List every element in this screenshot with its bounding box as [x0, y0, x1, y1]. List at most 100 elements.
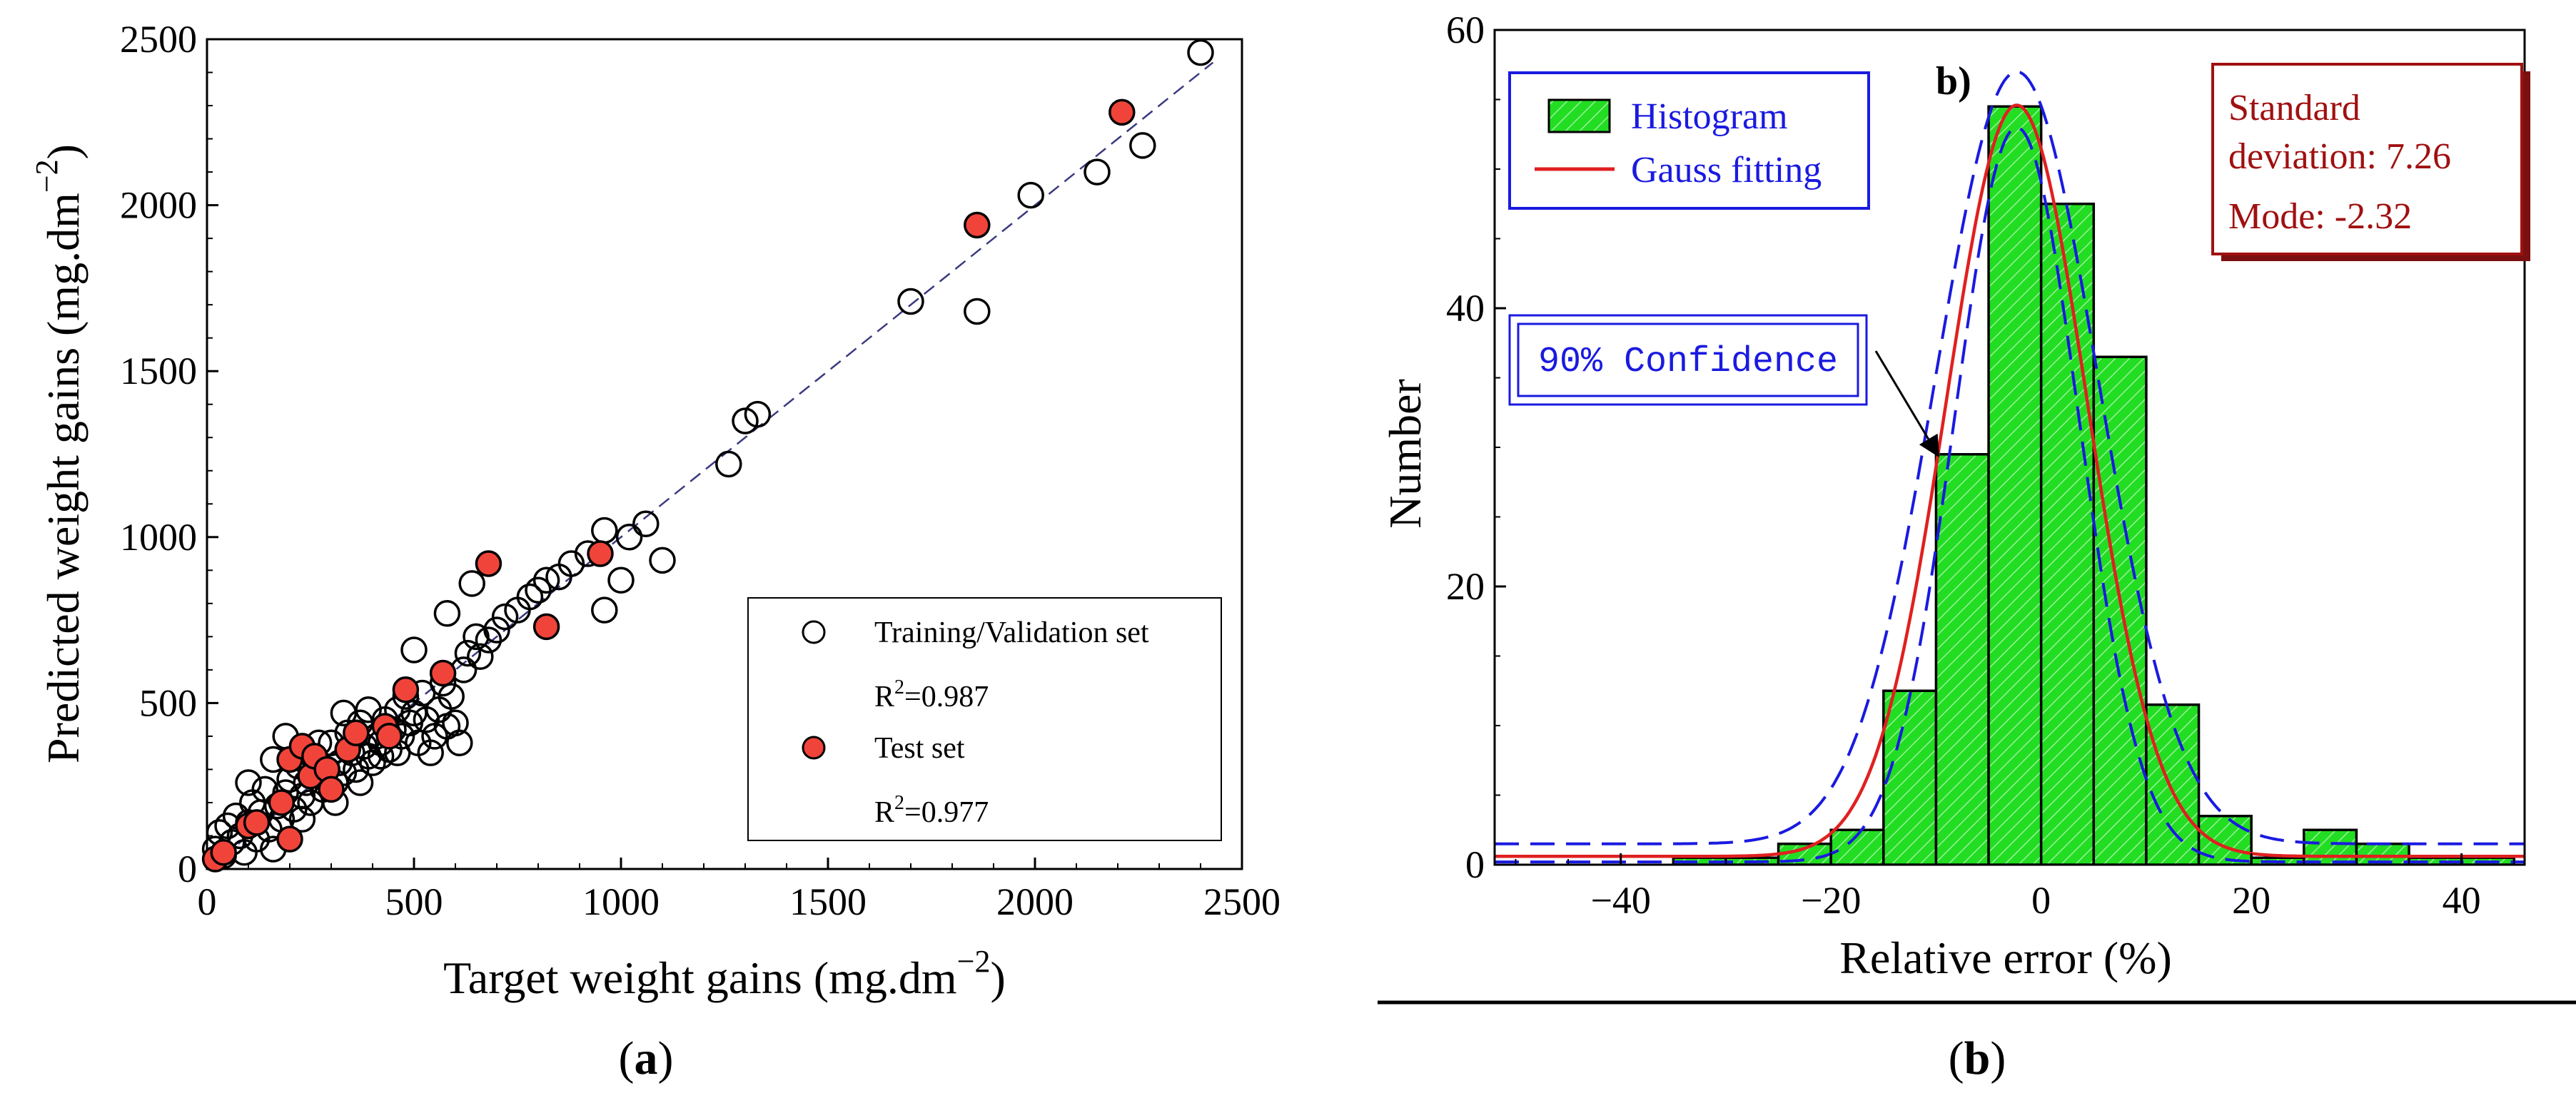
training-point — [458, 570, 485, 597]
test-point — [532, 613, 560, 641]
r2-value: =0.987 — [904, 681, 989, 713]
plot-a-frame — [206, 38, 1243, 870]
training-point — [467, 643, 494, 671]
caption-b-letter: b — [1964, 1032, 1991, 1084]
training-point — [438, 683, 465, 710]
r2-sup: 2 — [894, 792, 904, 814]
panel-a: 0 500 1000 1500 2000 2500 0 500 1000 1500 2000 2500… — [29, 18, 1281, 1084]
legend-test-marker — [802, 736, 826, 760]
test-point — [318, 776, 345, 803]
histogram-bar — [2303, 828, 2358, 865]
stats-box: Standard deviation: 7.26 Mode: -2.32 — [2211, 63, 2530, 261]
training-point — [454, 639, 482, 667]
x-tick-label-a: 2500 — [1203, 880, 1281, 923]
legend-training-marker — [802, 620, 826, 644]
legend-b-frame — [1508, 71, 1870, 210]
training-point — [964, 298, 991, 325]
confidence-inner-curve — [1495, 126, 2525, 864]
legend-a: Training/Validation set R2=0.987 Test se… — [747, 597, 1222, 841]
training-point — [463, 623, 490, 651]
test-point — [243, 809, 271, 836]
training-point — [446, 729, 473, 756]
histogram-bar — [2039, 203, 2096, 865]
test-point — [429, 659, 457, 687]
y-axis-label-b: Number — [1380, 379, 1430, 529]
r2-prefix: R — [874, 681, 894, 713]
test-point — [964, 211, 991, 239]
histogram-bar — [1882, 689, 1938, 865]
plot-b-ticks: −40 −20 0 20 40 0 20 40 60 — [1446, 9, 2515, 922]
training-point — [744, 400, 772, 428]
legend-histogram-swatch — [1547, 98, 1611, 133]
training-point — [897, 288, 924, 315]
r2-prefix: R — [874, 796, 894, 829]
training-point — [632, 510, 660, 537]
y-tick-label-a: 1500 — [120, 350, 197, 392]
panel-b-subtitle: b) — [1936, 59, 1971, 103]
training-point — [1129, 132, 1156, 159]
x-axis-label-a: Target weight gains (mg.dm−2) — [443, 944, 1006, 1003]
r2-sup: 2 — [894, 676, 904, 698]
x-tick-label-a: 500 — [385, 880, 443, 923]
x-tick-label-b: 20 — [2232, 879, 2271, 922]
legend-b: Histogram Gauss fitting — [1508, 71, 1870, 210]
ylabel-main: Predicted weight gains (mg.dm — [38, 193, 89, 763]
test-points — [201, 98, 1136, 873]
test-point — [343, 719, 370, 747]
xlabel-end: ) — [991, 952, 1006, 1003]
x-tick-label-a: 0 — [198, 880, 217, 923]
legend-gauss-label: Gauss fitting — [1631, 150, 1822, 190]
training-point — [400, 636, 428, 664]
confidence-box-outer — [1508, 314, 1868, 406]
legend-histogram-label: Histogram — [1631, 96, 1788, 137]
ylabel-sup: −2 — [29, 159, 64, 193]
test-point — [375, 723, 403, 750]
stats-box-frame — [2211, 63, 2523, 255]
training-point — [715, 450, 742, 478]
training-point — [591, 517, 618, 544]
legend-training-r2: R2=0.987 — [874, 676, 989, 713]
xlabel-main: Target weight gains (mg.dm — [443, 952, 957, 1003]
y-tick-label-b: 60 — [1446, 9, 1485, 51]
y-tick-label-b: 40 — [1446, 287, 1485, 330]
confidence-arrow — [1874, 350, 1940, 458]
y-tick-label-b: 0 — [1465, 843, 1485, 886]
test-point — [587, 540, 614, 567]
training-point — [516, 583, 544, 611]
test-point — [268, 789, 296, 816]
x-axis-label-b: Relative error (%) — [1839, 932, 2172, 983]
stats-line-2: deviation: 7.26 — [2228, 136, 2451, 177]
training-point — [346, 769, 374, 796]
legend-a-frame — [747, 597, 1222, 841]
training-point — [649, 547, 676, 574]
training-point — [532, 566, 560, 594]
x-tick-label-b: −20 — [1801, 879, 1861, 922]
training-point — [607, 566, 635, 594]
ylabel-end: ) — [38, 144, 89, 159]
stats-line-1: Standard — [2228, 88, 2360, 128]
confidence-box-inner — [1517, 322, 1859, 397]
training-point — [1187, 39, 1214, 66]
y-tick-label-a: 1000 — [120, 516, 197, 559]
training-point — [288, 805, 316, 833]
r2-value: =0.977 — [904, 796, 989, 829]
y-tick-label-a: 0 — [178, 848, 197, 890]
confidence-outer-curve — [1495, 70, 2525, 845]
training-point — [355, 696, 382, 723]
stats-line-3: Mode: -2.32 — [2228, 196, 2412, 237]
test-point — [392, 676, 420, 703]
training-point — [1017, 181, 1044, 209]
legend-training-label: Training/Validation set — [874, 616, 1149, 649]
caption-a: (a) — [619, 1032, 674, 1084]
test-point — [210, 838, 237, 866]
x-tick-label-b: 0 — [2031, 879, 2051, 922]
training-point — [491, 603, 519, 631]
training-point — [591, 596, 618, 624]
training-point — [615, 524, 643, 551]
y-tick-label-a: 500 — [139, 681, 197, 724]
histogram-bar — [1987, 105, 2043, 865]
training-point — [483, 616, 510, 644]
caption-a-letter: a — [635, 1032, 658, 1084]
histogram-bar — [2145, 703, 2201, 865]
